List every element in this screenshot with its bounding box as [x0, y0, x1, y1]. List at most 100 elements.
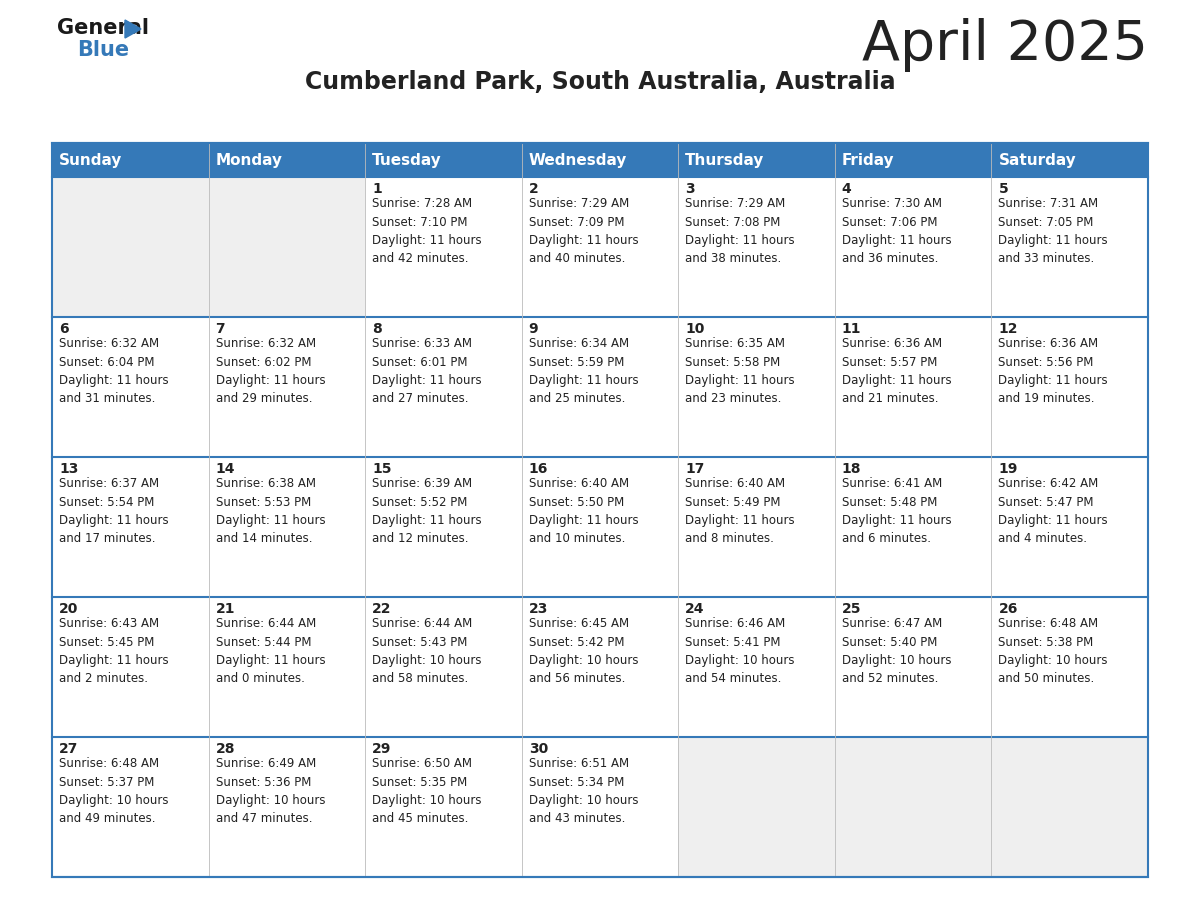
- Bar: [992, 597, 1148, 737]
- Text: Sunrise: 6:36 AM
Sunset: 5:57 PM
Daylight: 11 hours
and 21 minutes.: Sunrise: 6:36 AM Sunset: 5:57 PM Dayligh…: [842, 337, 952, 406]
- Bar: [992, 457, 1148, 597]
- Bar: [522, 177, 678, 317]
- Bar: [678, 177, 835, 317]
- Bar: [365, 457, 522, 597]
- Text: 15: 15: [372, 462, 392, 476]
- Text: Saturday: Saturday: [998, 152, 1076, 167]
- Bar: [365, 597, 522, 737]
- Text: Sunrise: 6:47 AM
Sunset: 5:40 PM
Daylight: 10 hours
and 52 minutes.: Sunrise: 6:47 AM Sunset: 5:40 PM Dayligh…: [842, 617, 952, 686]
- Bar: [522, 317, 678, 457]
- Text: 17: 17: [685, 462, 704, 476]
- Bar: [678, 143, 835, 177]
- Bar: [835, 317, 992, 457]
- Bar: [52, 143, 1148, 877]
- Bar: [209, 143, 365, 177]
- Bar: [992, 317, 1148, 457]
- Text: Sunrise: 6:34 AM
Sunset: 5:59 PM
Daylight: 11 hours
and 25 minutes.: Sunrise: 6:34 AM Sunset: 5:59 PM Dayligh…: [529, 337, 638, 406]
- Text: 14: 14: [215, 462, 235, 476]
- Text: 16: 16: [529, 462, 548, 476]
- Text: Sunrise: 7:28 AM
Sunset: 7:10 PM
Daylight: 11 hours
and 42 minutes.: Sunrise: 7:28 AM Sunset: 7:10 PM Dayligh…: [372, 197, 482, 265]
- Bar: [365, 143, 522, 177]
- Text: 5: 5: [998, 182, 1009, 196]
- Text: 22: 22: [372, 602, 392, 616]
- Bar: [365, 177, 522, 317]
- Bar: [365, 317, 522, 457]
- Text: 23: 23: [529, 602, 548, 616]
- Text: 7: 7: [215, 322, 226, 336]
- Bar: [52, 737, 209, 877]
- Text: Monday: Monday: [215, 152, 283, 167]
- Bar: [52, 317, 209, 457]
- Bar: [209, 597, 365, 737]
- Text: Thursday: Thursday: [685, 152, 765, 167]
- Bar: [835, 597, 992, 737]
- Text: Sunrise: 6:32 AM
Sunset: 6:02 PM
Daylight: 11 hours
and 29 minutes.: Sunrise: 6:32 AM Sunset: 6:02 PM Dayligh…: [215, 337, 326, 406]
- Bar: [522, 737, 678, 877]
- Bar: [678, 737, 835, 877]
- Text: Sunrise: 6:49 AM
Sunset: 5:36 PM
Daylight: 10 hours
and 47 minutes.: Sunrise: 6:49 AM Sunset: 5:36 PM Dayligh…: [215, 757, 326, 825]
- Bar: [522, 457, 678, 597]
- Bar: [209, 457, 365, 597]
- Text: 21: 21: [215, 602, 235, 616]
- Text: Sunrise: 6:46 AM
Sunset: 5:41 PM
Daylight: 10 hours
and 54 minutes.: Sunrise: 6:46 AM Sunset: 5:41 PM Dayligh…: [685, 617, 795, 686]
- Text: 18: 18: [842, 462, 861, 476]
- Text: Sunrise: 6:50 AM
Sunset: 5:35 PM
Daylight: 10 hours
and 45 minutes.: Sunrise: 6:50 AM Sunset: 5:35 PM Dayligh…: [372, 757, 481, 825]
- Text: 3: 3: [685, 182, 695, 196]
- Text: 10: 10: [685, 322, 704, 336]
- Text: Sunrise: 7:29 AM
Sunset: 7:08 PM
Daylight: 11 hours
and 38 minutes.: Sunrise: 7:29 AM Sunset: 7:08 PM Dayligh…: [685, 197, 795, 265]
- Text: 27: 27: [59, 742, 78, 756]
- Text: Sunrise: 6:44 AM
Sunset: 5:43 PM
Daylight: 10 hours
and 58 minutes.: Sunrise: 6:44 AM Sunset: 5:43 PM Dayligh…: [372, 617, 481, 686]
- Text: Sunrise: 6:42 AM
Sunset: 5:47 PM
Daylight: 11 hours
and 4 minutes.: Sunrise: 6:42 AM Sunset: 5:47 PM Dayligh…: [998, 477, 1108, 545]
- Text: Sunrise: 6:40 AM
Sunset: 5:49 PM
Daylight: 11 hours
and 8 minutes.: Sunrise: 6:40 AM Sunset: 5:49 PM Dayligh…: [685, 477, 795, 545]
- Text: 25: 25: [842, 602, 861, 616]
- Text: 13: 13: [59, 462, 78, 476]
- Text: Sunrise: 6:48 AM
Sunset: 5:38 PM
Daylight: 10 hours
and 50 minutes.: Sunrise: 6:48 AM Sunset: 5:38 PM Dayligh…: [998, 617, 1108, 686]
- Text: General: General: [57, 18, 148, 38]
- Text: Tuesday: Tuesday: [372, 152, 442, 167]
- Text: Sunrise: 6:45 AM
Sunset: 5:42 PM
Daylight: 10 hours
and 56 minutes.: Sunrise: 6:45 AM Sunset: 5:42 PM Dayligh…: [529, 617, 638, 686]
- Text: 4: 4: [842, 182, 852, 196]
- Text: 12: 12: [998, 322, 1018, 336]
- Polygon shape: [125, 20, 141, 38]
- Text: 9: 9: [529, 322, 538, 336]
- Text: Sunday: Sunday: [59, 152, 122, 167]
- Text: Sunrise: 6:41 AM
Sunset: 5:48 PM
Daylight: 11 hours
and 6 minutes.: Sunrise: 6:41 AM Sunset: 5:48 PM Dayligh…: [842, 477, 952, 545]
- Text: Sunrise: 6:33 AM
Sunset: 6:01 PM
Daylight: 11 hours
and 27 minutes.: Sunrise: 6:33 AM Sunset: 6:01 PM Dayligh…: [372, 337, 482, 406]
- Text: Friday: Friday: [842, 152, 895, 167]
- Bar: [522, 143, 678, 177]
- Text: Sunrise: 7:30 AM
Sunset: 7:06 PM
Daylight: 11 hours
and 36 minutes.: Sunrise: 7:30 AM Sunset: 7:06 PM Dayligh…: [842, 197, 952, 265]
- Bar: [52, 177, 209, 317]
- Bar: [992, 143, 1148, 177]
- Bar: [992, 177, 1148, 317]
- Bar: [678, 597, 835, 737]
- Text: 11: 11: [842, 322, 861, 336]
- Bar: [835, 457, 992, 597]
- Text: Sunrise: 6:36 AM
Sunset: 5:56 PM
Daylight: 11 hours
and 19 minutes.: Sunrise: 6:36 AM Sunset: 5:56 PM Dayligh…: [998, 337, 1108, 406]
- Bar: [52, 597, 209, 737]
- Text: Blue: Blue: [77, 40, 129, 60]
- Text: 28: 28: [215, 742, 235, 756]
- Text: Sunrise: 6:38 AM
Sunset: 5:53 PM
Daylight: 11 hours
and 14 minutes.: Sunrise: 6:38 AM Sunset: 5:53 PM Dayligh…: [215, 477, 326, 545]
- Bar: [52, 143, 209, 177]
- Text: Sunrise: 6:32 AM
Sunset: 6:04 PM
Daylight: 11 hours
and 31 minutes.: Sunrise: 6:32 AM Sunset: 6:04 PM Dayligh…: [59, 337, 169, 406]
- Text: Sunrise: 6:44 AM
Sunset: 5:44 PM
Daylight: 11 hours
and 0 minutes.: Sunrise: 6:44 AM Sunset: 5:44 PM Dayligh…: [215, 617, 326, 686]
- Text: Sunrise: 7:29 AM
Sunset: 7:09 PM
Daylight: 11 hours
and 40 minutes.: Sunrise: 7:29 AM Sunset: 7:09 PM Dayligh…: [529, 197, 638, 265]
- Bar: [678, 457, 835, 597]
- Text: Wednesday: Wednesday: [529, 152, 627, 167]
- Text: Sunrise: 6:51 AM
Sunset: 5:34 PM
Daylight: 10 hours
and 43 minutes.: Sunrise: 6:51 AM Sunset: 5:34 PM Dayligh…: [529, 757, 638, 825]
- Text: Sunrise: 6:43 AM
Sunset: 5:45 PM
Daylight: 11 hours
and 2 minutes.: Sunrise: 6:43 AM Sunset: 5:45 PM Dayligh…: [59, 617, 169, 686]
- Text: 30: 30: [529, 742, 548, 756]
- Bar: [835, 177, 992, 317]
- Bar: [835, 737, 992, 877]
- Bar: [209, 177, 365, 317]
- Text: 24: 24: [685, 602, 704, 616]
- Text: Sunrise: 7:31 AM
Sunset: 7:05 PM
Daylight: 11 hours
and 33 minutes.: Sunrise: 7:31 AM Sunset: 7:05 PM Dayligh…: [998, 197, 1108, 265]
- Text: 2: 2: [529, 182, 538, 196]
- Text: Sunrise: 6:39 AM
Sunset: 5:52 PM
Daylight: 11 hours
and 12 minutes.: Sunrise: 6:39 AM Sunset: 5:52 PM Dayligh…: [372, 477, 482, 545]
- Text: 20: 20: [59, 602, 78, 616]
- Text: 19: 19: [998, 462, 1018, 476]
- Text: 6: 6: [59, 322, 69, 336]
- Bar: [209, 317, 365, 457]
- Text: Sunrise: 6:40 AM
Sunset: 5:50 PM
Daylight: 11 hours
and 10 minutes.: Sunrise: 6:40 AM Sunset: 5:50 PM Dayligh…: [529, 477, 638, 545]
- Text: 26: 26: [998, 602, 1018, 616]
